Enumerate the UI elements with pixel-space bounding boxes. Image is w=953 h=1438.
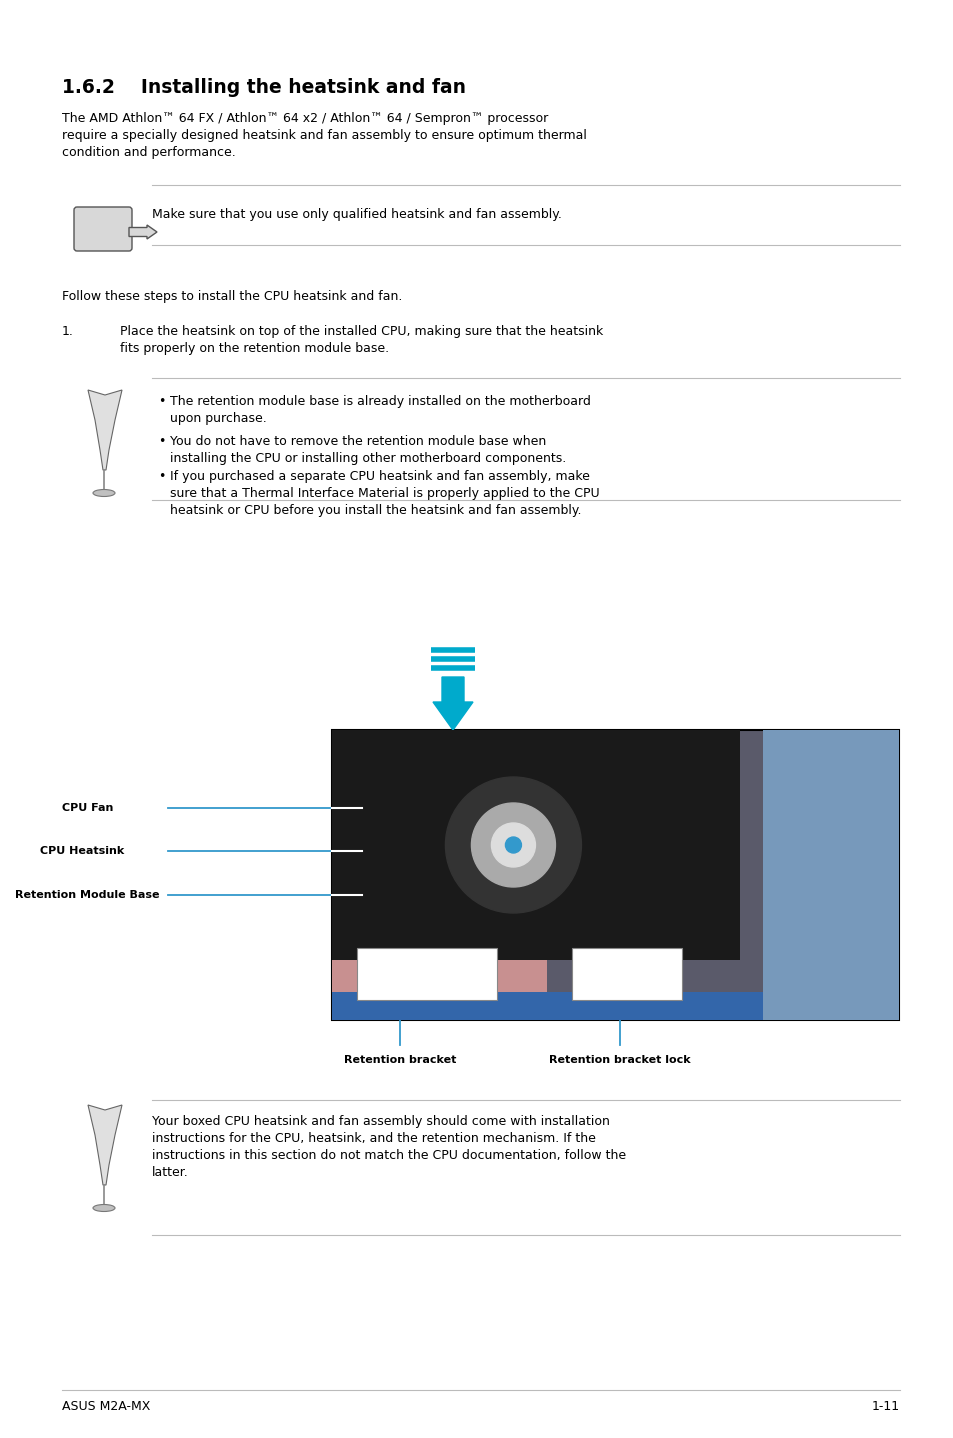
Circle shape (471, 802, 555, 887)
Bar (332, 731, 740, 961)
Text: condition and performance.: condition and performance. (62, 147, 235, 160)
Circle shape (445, 777, 580, 913)
Text: ASUS M2A-MX: ASUS M2A-MX (62, 1401, 151, 1414)
Bar (332, 731, 898, 1020)
Circle shape (491, 823, 535, 867)
Bar (356, 948, 497, 999)
Text: •: • (158, 470, 165, 483)
Text: Retention Module Base: Retention Module Base (15, 890, 159, 900)
Text: sure that a Thermal Interface Material is properly applied to the CPU: sure that a Thermal Interface Material i… (170, 487, 599, 500)
Circle shape (505, 837, 521, 853)
Text: Place the heatsink on top of the installed CPU, making sure that the heatsink: Place the heatsink on top of the install… (120, 325, 602, 338)
FancyArrow shape (433, 677, 473, 731)
FancyArrow shape (129, 224, 157, 239)
Polygon shape (88, 390, 122, 470)
Text: Your boxed CPU heatsink and fan assembly should come with installation: Your boxed CPU heatsink and fan assembly… (152, 1114, 609, 1127)
Text: Follow these steps to install the CPU heatsink and fan.: Follow these steps to install the CPU he… (62, 290, 402, 303)
Text: CPU Heatsink: CPU Heatsink (40, 846, 124, 856)
Text: heatsink or CPU before you install the heatsink and fan assembly.: heatsink or CPU before you install the h… (170, 503, 581, 518)
Text: Retention bracket lock: Retention bracket lock (549, 1055, 690, 1066)
Bar (572, 948, 681, 999)
Text: 1.: 1. (62, 325, 73, 338)
Text: Make sure that you use only qualified heatsink and fan assembly.: Make sure that you use only qualified he… (152, 209, 561, 221)
FancyBboxPatch shape (74, 207, 132, 252)
Text: •: • (158, 436, 165, 449)
Polygon shape (88, 1104, 122, 1185)
Text: installing the CPU or installing other motherboard components.: installing the CPU or installing other m… (170, 452, 566, 464)
Ellipse shape (92, 1205, 115, 1211)
Bar (332, 992, 762, 1020)
Bar (762, 731, 898, 1020)
Text: Retention bracket: Retention bracket (343, 1055, 456, 1066)
Text: require a specially designed heatsink and fan assembly to ensure optimum thermal: require a specially designed heatsink an… (62, 129, 586, 142)
Text: The AMD Athlon™ 64 FX / Athlon™ 64 x2 / Athlon™ 64 / Sempron™ processor: The AMD Athlon™ 64 FX / Athlon™ 64 x2 / … (62, 112, 548, 125)
Ellipse shape (92, 489, 115, 496)
Text: •: • (158, 395, 165, 408)
Text: You do not have to remove the retention module base when: You do not have to remove the retention … (170, 436, 546, 449)
Text: instructions for the CPU, heatsink, and the retention mechanism. If the: instructions for the CPU, heatsink, and … (152, 1132, 596, 1145)
Text: upon purchase.: upon purchase. (170, 413, 267, 426)
Text: The retention module base is already installed on the motherboard: The retention module base is already ins… (170, 395, 590, 408)
Text: fits properly on the retention module base.: fits properly on the retention module ba… (120, 342, 389, 355)
Text: If you purchased a separate CPU heatsink and fan assembly, make: If you purchased a separate CPU heatsink… (170, 470, 589, 483)
Text: CPU Fan: CPU Fan (62, 802, 113, 812)
Text: latter.: latter. (152, 1166, 189, 1179)
Text: instructions in this section do not match the CPU documentation, follow the: instructions in this section do not matc… (152, 1149, 625, 1162)
Text: 1.6.2    Installing the heatsink and fan: 1.6.2 Installing the heatsink and fan (62, 78, 465, 96)
Bar (332, 731, 547, 1020)
Text: 1-11: 1-11 (871, 1401, 899, 1414)
